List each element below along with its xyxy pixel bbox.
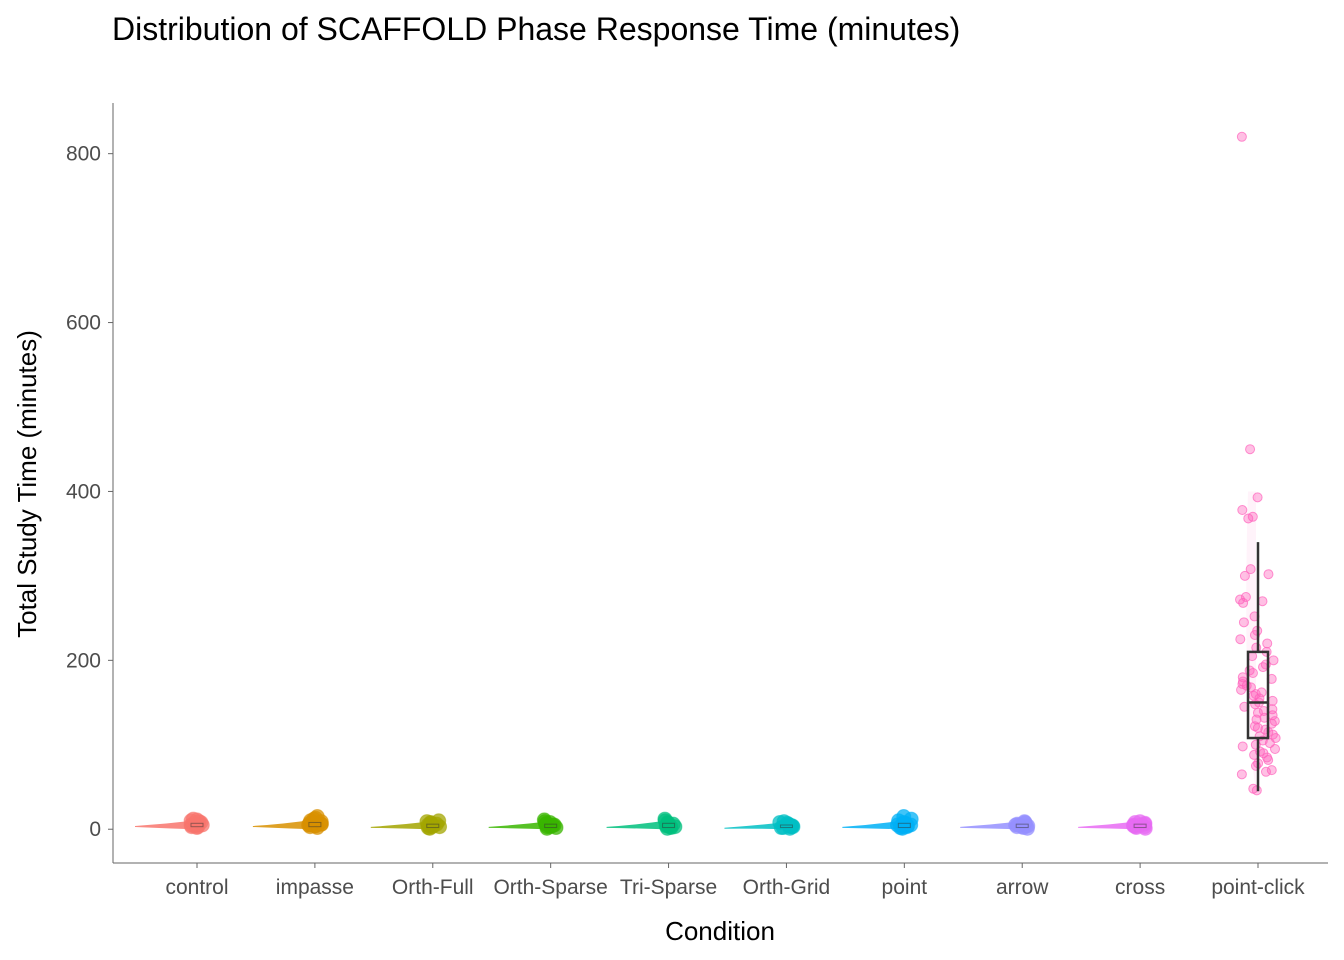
group-Orth-Grid bbox=[724, 814, 801, 836]
data-point bbox=[1238, 617, 1249, 628]
data-point bbox=[1237, 741, 1248, 752]
x-tick-label: Orth-Grid bbox=[743, 876, 831, 899]
x-tick-label: control bbox=[165, 876, 228, 899]
data-point bbox=[1243, 513, 1254, 524]
data-point bbox=[1257, 596, 1268, 607]
y-tick-label: 600 bbox=[66, 312, 101, 335]
data-point bbox=[1262, 638, 1273, 649]
data-point bbox=[1270, 744, 1281, 754]
violin bbox=[488, 821, 551, 830]
box bbox=[308, 821, 322, 828]
data-point bbox=[1260, 766, 1271, 777]
data-point bbox=[657, 811, 673, 827]
box bbox=[1246, 650, 1270, 740]
data-point bbox=[776, 814, 792, 830]
data-point bbox=[1263, 754, 1274, 765]
data-point bbox=[1240, 592, 1251, 602]
data-point bbox=[1236, 684, 1247, 695]
y-tick-label: 400 bbox=[66, 480, 101, 503]
data-point bbox=[1132, 814, 1148, 830]
x-axis-title: Condition bbox=[665, 916, 775, 946]
data-point bbox=[185, 811, 201, 827]
group-point bbox=[842, 809, 919, 836]
violin bbox=[960, 821, 1023, 830]
group-Orth-Full bbox=[370, 813, 448, 836]
group-Orth-Sparse bbox=[488, 812, 564, 836]
data-point bbox=[1016, 814, 1032, 830]
data-point bbox=[1235, 634, 1246, 645]
data-point bbox=[1245, 444, 1256, 455]
violin bbox=[606, 820, 669, 830]
data-point bbox=[1250, 699, 1261, 710]
chart-title: Distribution of SCAFFOLD Phase Response … bbox=[112, 11, 960, 47]
group-control bbox=[135, 811, 210, 836]
x-tick-label: arrow bbox=[996, 876, 1049, 899]
data-point bbox=[896, 809, 912, 825]
y-tick-label: 800 bbox=[66, 143, 101, 166]
box bbox=[1133, 823, 1147, 829]
x-tick-label: Tri-Sparse bbox=[620, 876, 717, 899]
x-tick-label: Orth-Sparse bbox=[493, 876, 607, 899]
box bbox=[662, 822, 676, 829]
violin bbox=[1078, 821, 1141, 830]
group-cross bbox=[1078, 814, 1153, 836]
box bbox=[426, 823, 440, 829]
data-point bbox=[1252, 492, 1263, 503]
data-point bbox=[1239, 570, 1250, 581]
y-tick-label: 200 bbox=[66, 649, 101, 672]
box bbox=[190, 822, 204, 828]
x-axis-ticks: control impasse Orth-Full Orth-Sparse Tri-Sp… bbox=[165, 863, 1305, 899]
data-point bbox=[1247, 668, 1258, 678]
data-point bbox=[1238, 597, 1249, 608]
data-point bbox=[1266, 765, 1277, 776]
violin bbox=[135, 820, 197, 830]
group-arrow bbox=[960, 814, 1036, 836]
data-point bbox=[1258, 662, 1269, 673]
y-axis-ticks: 0 200 400 600 800 bbox=[66, 143, 113, 841]
data-point bbox=[1236, 131, 1247, 142]
data-point bbox=[1245, 564, 1256, 575]
box bbox=[897, 822, 911, 829]
y-tick-label: 0 bbox=[89, 818, 101, 841]
plot-area bbox=[135, 131, 1281, 836]
x-tick-label: point-click bbox=[1211, 876, 1305, 899]
violin bbox=[724, 822, 787, 830]
group-impasse bbox=[252, 809, 329, 836]
x-tick-label: Orth-Full bbox=[392, 876, 474, 899]
x-tick-label: cross bbox=[1115, 876, 1165, 899]
data-point bbox=[309, 809, 325, 825]
violin bbox=[252, 819, 315, 830]
data-point bbox=[1237, 505, 1248, 516]
x-tick-label: impasse bbox=[276, 876, 354, 899]
data-point bbox=[1263, 569, 1274, 580]
data-point bbox=[1236, 769, 1247, 780]
violin bbox=[842, 820, 905, 830]
group-Tri-Sparse bbox=[606, 811, 683, 836]
group-point-click bbox=[1235, 131, 1281, 796]
data-point bbox=[1267, 695, 1278, 706]
box bbox=[779, 824, 793, 829]
data-point bbox=[1249, 721, 1260, 732]
box bbox=[1015, 823, 1029, 829]
violin bbox=[370, 821, 433, 830]
box bbox=[544, 823, 558, 829]
y-axis-title: Total Study Time (minutes) bbox=[12, 330, 42, 638]
x-tick-label: point bbox=[882, 876, 928, 899]
